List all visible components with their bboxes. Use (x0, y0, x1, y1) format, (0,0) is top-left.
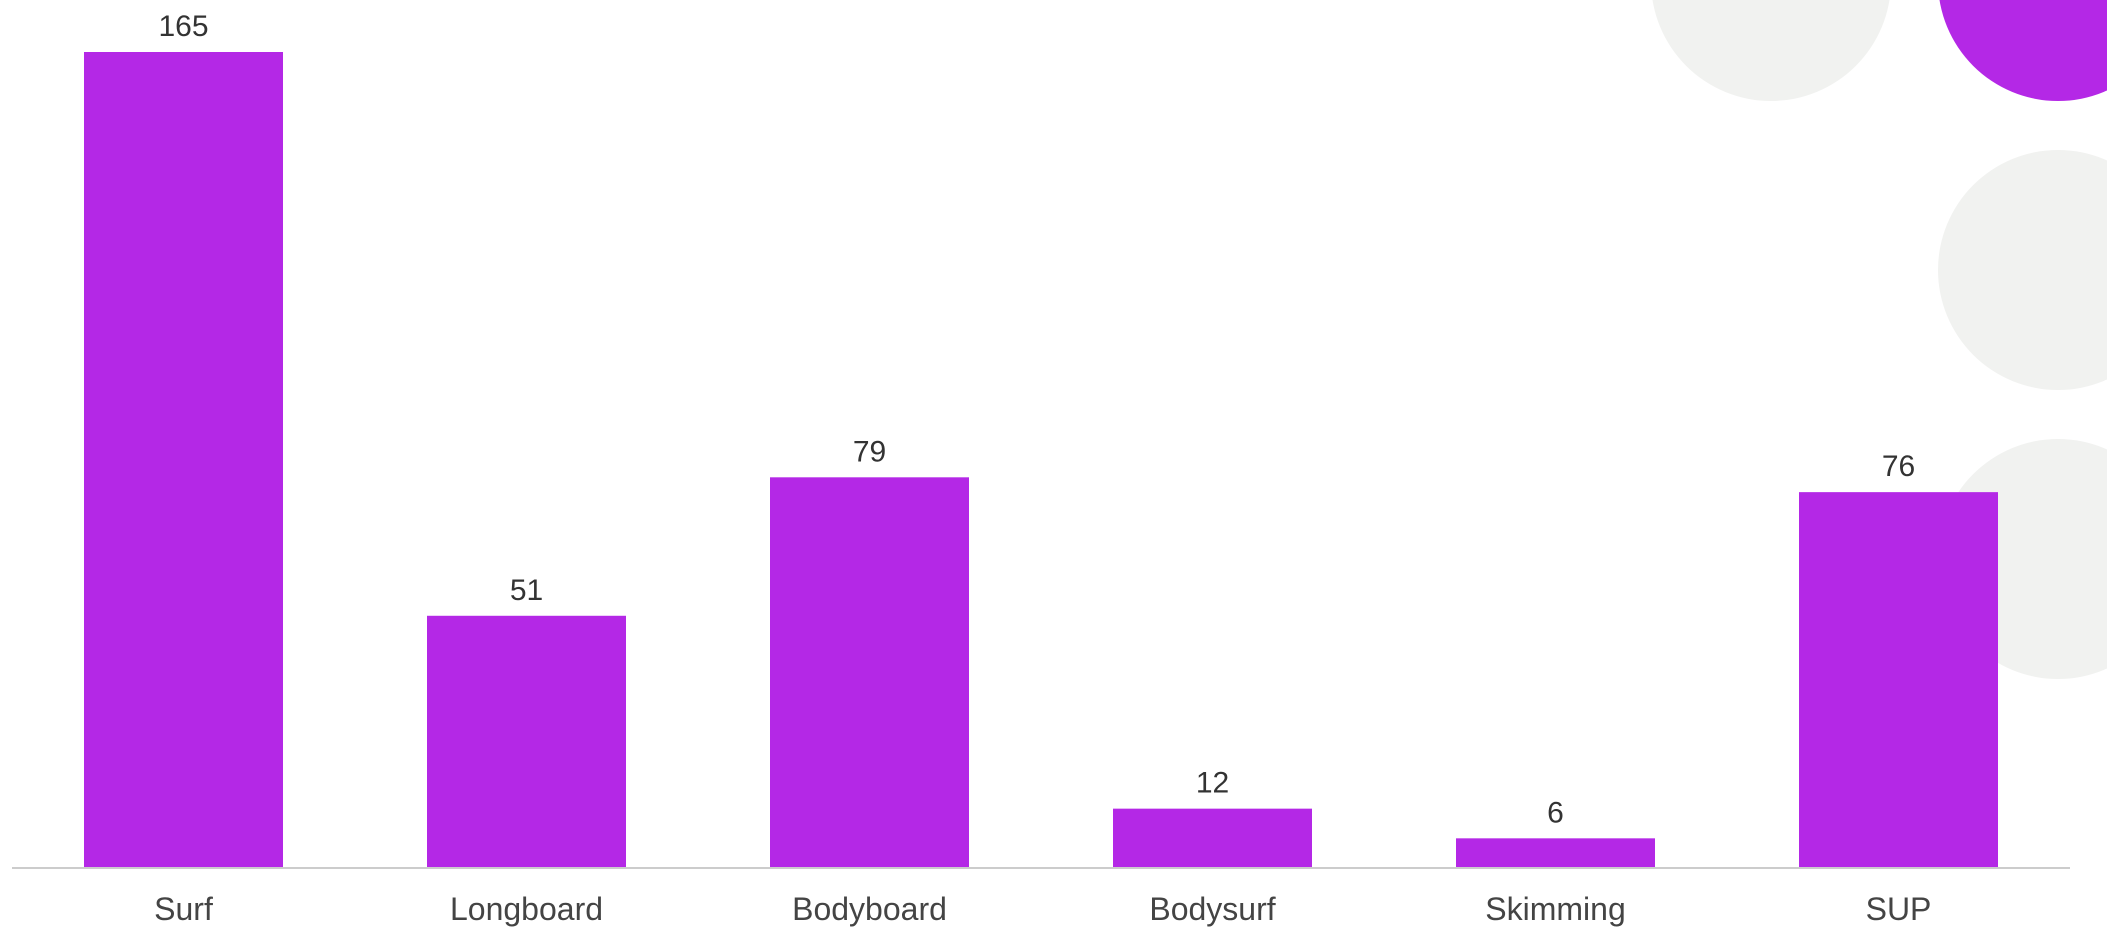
category-label-bodyboard: Bodyboard (792, 891, 947, 927)
category-labels-group: Surf Longboard Bodyboard Bodysurf Skimming SU… (154, 891, 1931, 927)
value-label-sup: 76 (1882, 450, 1915, 483)
bar-longboard (427, 615, 626, 868)
category-label-sup: SUP (1866, 891, 1932, 927)
decor-circle-gray-top (1652, 0, 1890, 101)
value-label-bodyboard: 79 (853, 435, 886, 468)
bars-group (84, 52, 1998, 868)
category-label-bodysurf: Bodysurf (1149, 891, 1275, 927)
bar-skimming (1456, 838, 1655, 868)
bar-surf (84, 52, 283, 868)
bar-bodysurf (1113, 808, 1312, 868)
category-label-skimming: Skimming (1485, 891, 1625, 927)
bar-sup (1799, 492, 1998, 868)
decor-circle-purple-top (1939, 0, 2107, 101)
value-labels-group: 165 51 79 12 6 76 (158, 10, 1915, 829)
decor-circle-gray-middle (1938, 150, 2107, 390)
category-label-surf: Surf (154, 891, 213, 927)
value-label-bodysurf: 12 (1196, 767, 1229, 800)
value-label-skimming: 6 (1547, 796, 1564, 829)
category-label-longboard: Longboard (450, 891, 603, 927)
bar-bodyboard (770, 477, 969, 868)
value-label-longboard: 51 (510, 574, 543, 607)
value-label-surf: 165 (158, 10, 208, 43)
